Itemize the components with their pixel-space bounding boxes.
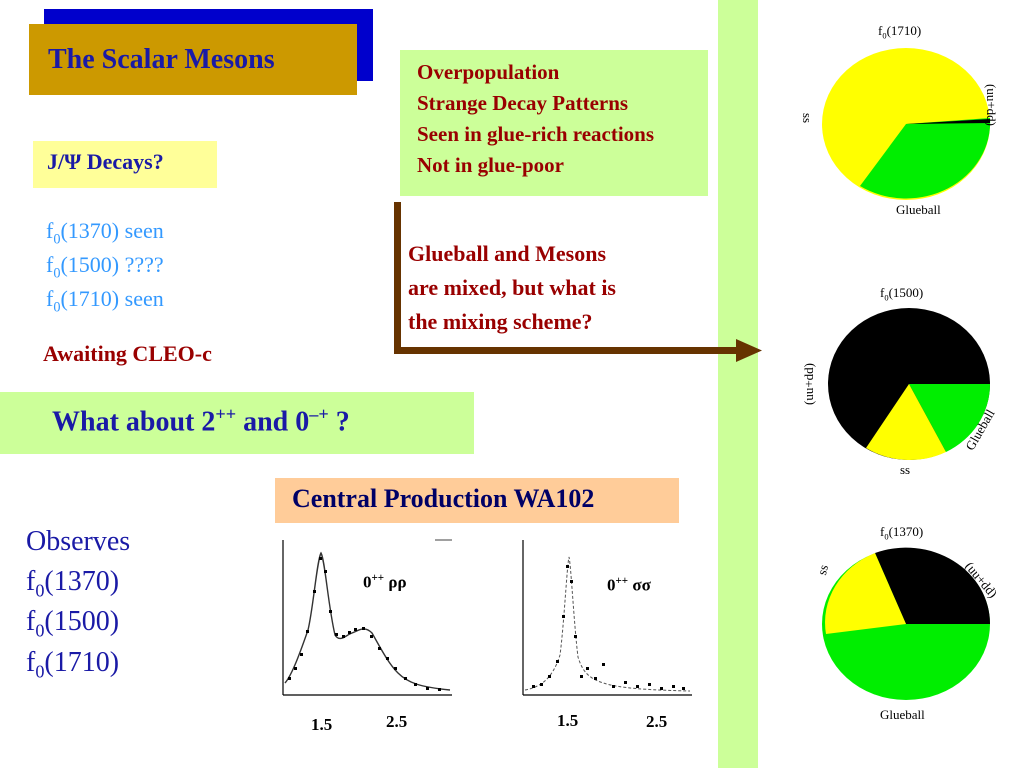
observes-item: f0(1500) xyxy=(26,606,120,641)
overpopulation-line: Overpopulation xyxy=(417,60,560,84)
f-seen-line: f0(1710) seen xyxy=(46,286,164,316)
pie-label-ss: ss xyxy=(800,112,816,124)
overpopulation-line: Not in glue-poor xyxy=(417,153,564,177)
observes-item: f0(1710) xyxy=(26,647,120,682)
question-box xyxy=(0,392,474,454)
pie-chart-f1710 xyxy=(822,48,991,200)
overpopulation-line: Seen in glue-rich reactions xyxy=(417,122,655,146)
x-tick-label: 1.5 xyxy=(557,711,579,730)
pie-label-glueball: Glueball xyxy=(896,202,941,217)
f-seen-line: f0(1370) seen xyxy=(46,218,164,248)
observes-item: f0(1370) xyxy=(26,566,120,601)
pie-title: f0(1370) xyxy=(880,524,924,542)
spectrum-plot-rhorho xyxy=(282,539,452,696)
spectrum-plot-sigmasigma xyxy=(522,540,692,696)
central-production-title: Central Production WA102 xyxy=(292,484,595,513)
x-tick-label: 1.5 xyxy=(311,715,333,734)
vertical-stripe xyxy=(718,0,758,768)
pie-label-ss: ss xyxy=(900,462,911,477)
central-production-box xyxy=(275,478,679,523)
mixing-arrow xyxy=(394,202,762,362)
x-tick-label: 2.5 xyxy=(386,712,408,731)
pie-chart-f1370 xyxy=(822,547,991,700)
mixing-line: the mixing scheme? xyxy=(408,309,593,334)
question-text: What about 2++ and 0–+ ? xyxy=(52,404,350,438)
x-tick-label: 2.5 xyxy=(646,712,668,731)
pie-title: f0(1500) xyxy=(880,285,924,303)
plot-label-rhorho: 0++ ρρ xyxy=(363,572,407,592)
mixing-line: are mixed, but what is xyxy=(408,275,616,300)
slide-title: The Scalar Mesons xyxy=(48,44,275,75)
pie-title: f0(1710) xyxy=(878,23,922,41)
pie-chart-f1500 xyxy=(828,308,991,461)
f-seen-line: f0(1500) ???? xyxy=(46,252,164,282)
pie-label-glueball: Glueball xyxy=(880,707,925,722)
mixing-line: Glueball and Mesons xyxy=(408,241,607,266)
jpsi-box xyxy=(33,141,217,188)
plot-label-sigmasigma: 0++ σσ xyxy=(607,575,651,595)
pie-label-uudd: (uu+dd) xyxy=(984,84,999,126)
overpopulation-box xyxy=(400,50,708,196)
title-box xyxy=(29,24,357,95)
overpopulation-line: Strange Decay Patterns xyxy=(417,91,629,115)
observes-heading: Observes xyxy=(26,526,131,557)
awaiting-text: Awaiting CLEO-c xyxy=(43,341,212,366)
jpsi-heading: J/Ψ Decays? xyxy=(47,149,164,174)
pie-label-uudd: (uu+dd) xyxy=(801,363,816,405)
